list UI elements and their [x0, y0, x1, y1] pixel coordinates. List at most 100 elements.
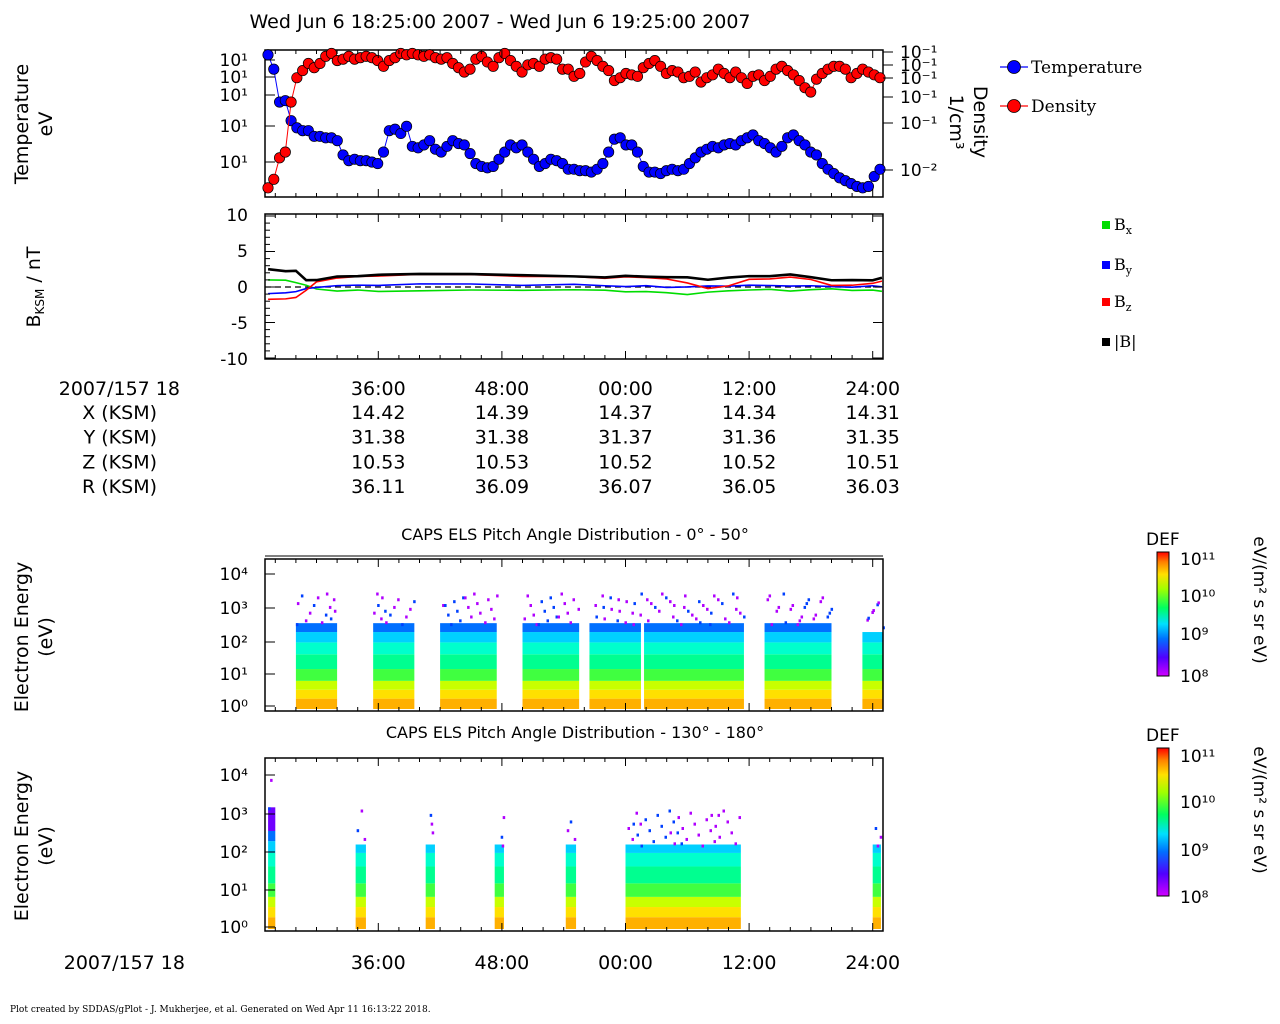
spectrogram-pixel	[828, 611, 832, 615]
bottom-time-axis: 2007/157 18 36:00 48:00 00:00 12:00 24:00	[64, 952, 900, 974]
spectrogram-pixel	[647, 619, 650, 623]
bottom-time-tick: 00:00	[598, 952, 653, 974]
legend-b-marker	[1102, 338, 1110, 346]
temp-tick-2: 10¹	[220, 68, 248, 88]
temperature-point	[458, 139, 470, 151]
els-frame-1	[264, 558, 884, 712]
spectrogram-band	[589, 680, 641, 690]
spectrogram-pixel	[609, 596, 612, 600]
spectrogram-pixel	[650, 602, 653, 606]
spectrogram-pixel	[401, 623, 404, 627]
spectrogram-block	[268, 778, 276, 929]
cbar1-tick-8: 10⁸	[1180, 667, 1209, 687]
spectrogram-pixel	[569, 621, 572, 625]
spectrogram-pixel	[601, 594, 604, 598]
spectrogram-band	[425, 917, 435, 929]
spectrogram-band	[862, 669, 883, 681]
spectrogram-pixel	[676, 831, 679, 835]
spectrogram-band	[625, 896, 741, 908]
spectrogram-pixel	[296, 602, 300, 606]
spectrogram-pixel	[573, 837, 577, 841]
spectrogram-block	[764, 592, 834, 709]
cbar1	[1156, 551, 1170, 677]
spectrogram-pixel	[413, 600, 416, 604]
time-tick-label: 36:00	[351, 378, 406, 400]
spectrogram-pixel	[724, 617, 727, 621]
temp-axis-label: Temperature	[11, 64, 33, 185]
spectrogram-pixel	[566, 611, 569, 615]
spectrogram-pixel	[713, 594, 716, 598]
spectrogram-pixel	[270, 778, 273, 782]
density-point	[285, 96, 297, 108]
spectrogram-pixel	[728, 621, 731, 625]
mag-tick-m5: -5	[231, 314, 248, 334]
spectrogram-band	[355, 896, 366, 908]
temperature-point	[631, 146, 644, 158]
bottom-time-tick: 36:00	[351, 952, 406, 974]
bottom-start-label: 2007/157 18	[64, 952, 185, 974]
spectrogram-band	[625, 852, 741, 867]
spectrogram-band	[295, 669, 338, 681]
density-point	[551, 53, 563, 65]
temperature-point	[401, 120, 413, 132]
spectrogram-block	[425, 813, 435, 929]
spectrogram-band	[373, 680, 415, 690]
ephemeris-value: 14.34	[722, 402, 776, 424]
time-tick-label: 48:00	[475, 378, 530, 400]
ephemeris-value: 10.52	[722, 451, 776, 473]
spectrogram-band	[425, 852, 435, 867]
spectrogram-pixel	[648, 829, 651, 833]
dens-tick-2: 10⁻¹	[900, 56, 937, 76]
spectrogram-pixel	[487, 598, 490, 602]
spectrogram-pixel	[876, 603, 879, 607]
spectrogram-band	[440, 623, 497, 633]
spectrogram-band	[589, 689, 641, 699]
spectrogram-pixel	[826, 615, 830, 619]
spectrogram-pixel	[669, 831, 672, 835]
spectrogram-pixel	[324, 613, 328, 617]
spectrogram-band	[589, 654, 641, 670]
spectrogram-pixel	[672, 615, 675, 619]
cbar1-tick-9: 10⁹	[1180, 625, 1209, 645]
density-point	[279, 146, 291, 158]
cbar2-label: DEF	[1146, 726, 1180, 746]
ephemeris-value: 31.38	[351, 427, 405, 449]
spectrogram-band	[295, 680, 338, 690]
plasma-ticks	[265, 50, 893, 197]
spectrogram-band	[295, 689, 338, 699]
ephemeris-value: 36.09	[475, 476, 529, 498]
b-y-line	[268, 283, 883, 295]
spectrogram-pixel	[685, 837, 688, 841]
spectrogram-band	[425, 866, 435, 884]
spectrogram-pixel	[484, 621, 487, 625]
spectrogram-pixel	[734, 842, 737, 846]
spectrogram-band	[295, 654, 338, 670]
plasma-series	[262, 47, 886, 194]
spectrogram-pixel	[566, 829, 570, 833]
spectrogram-pixel	[632, 623, 635, 627]
temperature-point	[424, 135, 436, 147]
spectrogram-pixel	[610, 607, 613, 611]
spectrogram-band	[440, 632, 497, 643]
spectrogram-band	[522, 669, 580, 681]
ephemeris-value: 31.38	[475, 427, 529, 449]
spectrogram-pixel	[535, 623, 538, 627]
cbar1-label: DEF	[1146, 530, 1180, 550]
spectrogram-pixel	[543, 609, 546, 613]
spectrogram-pixel	[640, 592, 643, 596]
spectrogram-pixel	[389, 613, 392, 617]
spectrogram-band	[425, 896, 435, 908]
density-point	[631, 70, 644, 82]
spectrogram-pixel	[658, 609, 661, 613]
bottom-time-tick: 24:00	[845, 952, 900, 974]
els2-axis-unit: (eV)	[35, 826, 57, 866]
spectrogram-pixel	[532, 613, 535, 617]
plot-title: Wed Jun 6 18:25:00 2007 - Wed Jun 6 19:2…	[249, 11, 750, 33]
ephemeris-value: 36.07	[598, 476, 652, 498]
cbar2	[1156, 747, 1170, 897]
spectrogram-band	[644, 669, 744, 681]
els2-tick-1: 10¹	[220, 881, 248, 901]
spectrogram-band	[355, 852, 366, 867]
mag-legend: Bx By Bz |B|	[1102, 215, 1137, 351]
dens-tick-4: 10⁻¹	[900, 88, 937, 108]
